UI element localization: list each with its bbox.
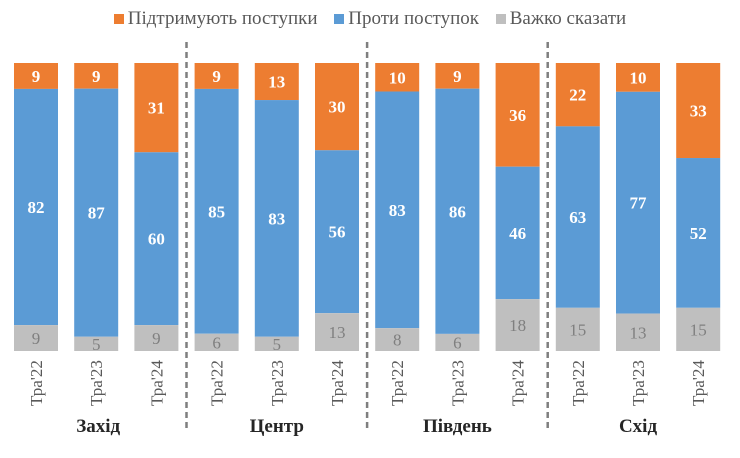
- bar-against: [254, 100, 299, 337]
- data-label-unsure: 9: [152, 329, 161, 348]
- data-label-against: 82: [28, 198, 45, 217]
- bar-against: [134, 152, 179, 326]
- bar-unsure: [616, 313, 660, 351]
- bar-against: [315, 150, 359, 314]
- data-label-support: 22: [569, 86, 586, 105]
- data-label-against: 83: [389, 201, 406, 220]
- group-label: Схід: [619, 416, 658, 437]
- bar-unsure: [435, 333, 480, 351]
- data-label-support: 13: [268, 73, 285, 92]
- bar-support: [194, 63, 239, 89]
- group-label: Південь: [423, 416, 492, 437]
- bar-support: [495, 63, 540, 167]
- data-label-unsure: 6: [212, 333, 221, 352]
- bar-against: [194, 88, 239, 334]
- legend-label-unsure: Важко сказати: [509, 8, 627, 29]
- legend-swatch-support: [113, 14, 124, 24]
- legend: Підтримують поступки Проти поступок Важк…: [0, 8, 740, 30]
- data-label-support: 36: [509, 106, 526, 125]
- bar-support: [134, 63, 179, 153]
- data-label-against: 85: [208, 202, 225, 221]
- bar-support: [375, 63, 420, 92]
- x-tick-label: Тра'24: [147, 360, 166, 406]
- x-tick-label: Тра'22: [27, 360, 46, 406]
- data-label-support: 10: [630, 68, 647, 87]
- data-label-unsure: 15: [690, 320, 707, 339]
- x-tick-label: Тра'23: [87, 360, 106, 406]
- data-label-support: 33: [690, 102, 707, 121]
- bar-support: [555, 63, 600, 127]
- data-label-against: 52: [690, 224, 707, 243]
- group-label: Центр: [250, 416, 304, 437]
- bar-support: [616, 63, 660, 92]
- bar-against: [14, 88, 58, 326]
- x-tick-label: Тра'23: [268, 360, 287, 406]
- data-label-support: 30: [329, 98, 346, 117]
- bar-unsure: [315, 313, 359, 351]
- legend-item-unsure: Важко сказати: [495, 8, 627, 30]
- data-label-support: 9: [92, 67, 101, 86]
- data-label-against: 63: [569, 208, 586, 227]
- data-label-unsure: 8: [393, 331, 402, 350]
- bar-unsure: [375, 328, 420, 351]
- data-label-against: 77: [630, 194, 648, 213]
- bar-against: [435, 88, 480, 334]
- bar-support: [315, 63, 359, 151]
- legend-swatch-unsure: [495, 14, 506, 24]
- data-label-against: 60: [148, 230, 165, 249]
- bar-unsure: [254, 336, 299, 351]
- group-label: Захід: [76, 416, 120, 437]
- data-label-unsure: 5: [273, 335, 282, 354]
- bar-unsure: [134, 325, 179, 351]
- bar-support: [74, 63, 119, 89]
- data-label-unsure: 5: [92, 335, 101, 354]
- data-label-unsure: 13: [329, 323, 346, 342]
- x-tick-label: Тра'23: [448, 360, 467, 406]
- bar-unsure: [676, 307, 721, 351]
- bar-against: [616, 91, 660, 314]
- legend-item-support: Підтримують поступки: [113, 8, 318, 30]
- data-label-unsure: 13: [630, 323, 647, 342]
- data-label-support: 10: [389, 68, 406, 87]
- data-label-unsure: 9: [32, 329, 41, 348]
- x-tick-label: Тра'23: [629, 360, 648, 406]
- bar-unsure: [194, 333, 239, 351]
- bar-against: [74, 88, 119, 337]
- x-tick-label: Тра'22: [569, 360, 588, 406]
- x-tick-label: Тра'24: [328, 360, 347, 406]
- x-tick-label: Тра'24: [509, 360, 528, 406]
- data-label-support: 9: [32, 67, 41, 86]
- legend-item-against: Проти поступок: [334, 8, 479, 30]
- bar-support: [676, 63, 721, 159]
- bar-against: [375, 91, 420, 329]
- bar-unsure: [14, 325, 58, 351]
- bar-unsure: [74, 336, 119, 351]
- data-label-unsure: 6: [453, 333, 462, 352]
- data-label-against: 86: [449, 202, 466, 221]
- data-label-against: 87: [88, 204, 106, 223]
- bar-unsure: [495, 299, 540, 351]
- bar-against: [495, 166, 540, 300]
- bar-against: [555, 126, 600, 308]
- bar-support: [14, 63, 58, 89]
- x-tick-label: Тра'24: [689, 360, 708, 406]
- legend-label-support: Підтримують поступки: [127, 8, 318, 29]
- x-tick-label: Тра'22: [388, 360, 407, 406]
- data-label-support: 31: [148, 99, 165, 118]
- data-label-against: 83: [268, 209, 285, 228]
- bar-unsure: [555, 307, 600, 351]
- bar-support: [435, 63, 480, 89]
- data-label-against: 56: [329, 223, 346, 242]
- data-label-support: 9: [453, 67, 462, 86]
- data-label-unsure: 15: [569, 320, 586, 339]
- bar-against: [676, 158, 721, 308]
- x-tick-label: Тра'22: [208, 360, 227, 406]
- data-label-unsure: 18: [509, 316, 526, 335]
- data-label-against: 46: [509, 224, 526, 243]
- data-label-support: 9: [212, 67, 221, 86]
- bar-support: [254, 63, 299, 101]
- legend-swatch-against: [334, 14, 345, 24]
- legend-label-against: Проти поступок: [348, 8, 479, 29]
